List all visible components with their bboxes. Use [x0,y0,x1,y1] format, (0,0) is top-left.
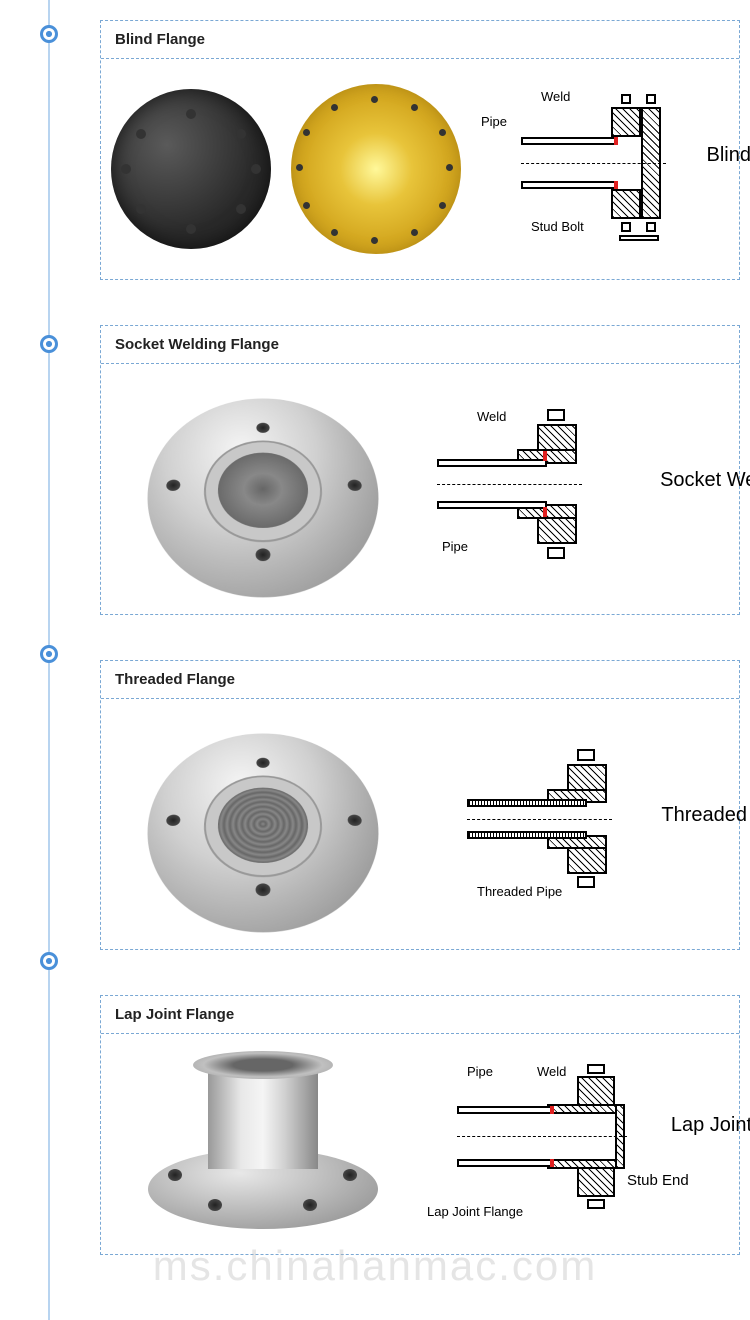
label-stub-end: Stub End [627,1172,689,1189]
card-socket-weld-flange: Socket Welding Flange Weld Pipe Socket W… [100,325,740,615]
diagram-area: Threaded Pipe Threaded [425,744,729,904]
diagram-area: Pipe Weld Stub End Lap Joint Flange Lap … [425,1064,729,1224]
card-body: Threaded Pipe Threaded [101,699,739,949]
card-title: Socket Welding Flange [101,326,739,364]
diagram-area: Weld Pipe Socket Weld [425,409,729,569]
lapjoint-diagram: Pipe Weld Stub End Lap Joint Flange Lap … [437,1064,717,1224]
card-body: Weld Pipe Socket Weld [101,364,739,614]
diagram-area: Weld Pipe Stud Bolt Blind [471,89,731,249]
socket-weld-flange-photo [137,398,390,597]
timeline-marker [40,952,58,970]
card-body: Weld Pipe Stud Bolt Blind [101,59,739,279]
lap-joint-flange-photo [148,1059,378,1229]
label-studbolt: Stud Bolt [531,219,584,234]
card-threaded-flange: Threaded Flange Threaded Pipe Threaded [100,660,740,950]
card-title: Blind Flange [101,21,739,59]
photo-area [111,84,461,254]
label-weld: Weld [537,1064,566,1079]
card-blind-flange: Blind Flange [100,20,740,280]
card-body: Pipe Weld Stub End Lap Joint Flange Lap … [101,1034,739,1254]
timeline-marker [40,645,58,663]
photo-area [111,384,415,594]
blind-diagram: Weld Pipe Stud Bolt Blind [471,89,731,249]
photo-area [111,719,415,929]
label-lap-joint-flange: Lap Joint Flange [427,1204,523,1219]
photo-area [111,1059,415,1229]
card-title: Lap Joint Flange [101,996,739,1034]
blind-flange-gold-photo [291,84,461,254]
label-weld: Weld [477,409,506,424]
diagram-title: Lap Joint [671,1114,750,1137]
card-lap-joint-flange: Lap Joint Flange Pipe Weld Stub End Lap … [100,995,740,1255]
label-pipe: Pipe [481,114,507,129]
timeline-marker [40,25,58,43]
diagram-title: Blind [707,144,750,167]
threaded-flange-photo [137,733,390,932]
socket-diagram: Weld Pipe Socket Weld [437,409,717,569]
card-title: Threaded Flange [101,661,739,699]
diagram-title: Threaded [661,804,747,827]
timeline-marker [40,335,58,353]
label-weld: Weld [541,89,570,104]
blind-flange-dark-photo [111,89,271,249]
label-pipe: Pipe [467,1064,493,1079]
label-pipe: Pipe [442,539,468,554]
threaded-diagram: Threaded Pipe Threaded [447,744,707,904]
label-threaded-pipe: Threaded Pipe [477,884,562,899]
diagram-title: Socket Weld [660,469,750,492]
